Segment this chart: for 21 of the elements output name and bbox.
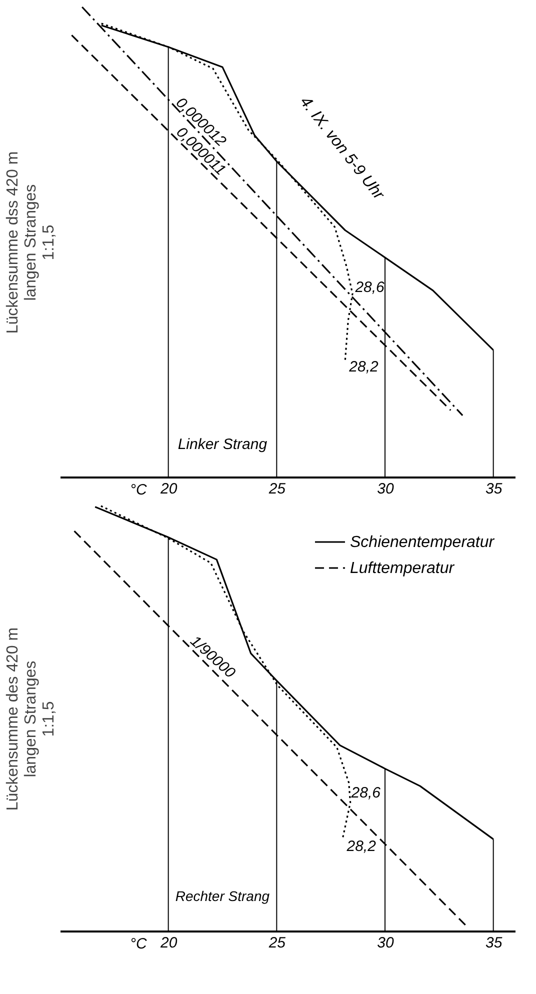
annotation: 28,6 <box>350 784 382 802</box>
annotation: 28,6 <box>354 279 386 296</box>
x-axis-title: °C <box>130 482 147 498</box>
x-tick-label: 20 <box>159 480 178 498</box>
x-tick-label: 25 <box>268 934 286 952</box>
annotation: Rechter Strang <box>175 888 270 904</box>
x-tick-label: 35 <box>485 480 503 498</box>
x-tick-label: 20 <box>159 934 178 952</box>
legend-label: Schienentemperatur <box>350 534 495 551</box>
x-tick-label: 30 <box>377 934 394 952</box>
legend-label: Lufttemperatur <box>350 560 455 577</box>
annotation: 4. IX. von 5-9 Uhr <box>296 94 388 204</box>
annotation: 28,2 <box>346 838 377 855</box>
x-tick-label: 35 <box>485 934 503 952</box>
y-axis-title: Lückensumme des 420 m langen Stranges 1:1,5 <box>4 627 58 811</box>
annotation: Linker Strang <box>178 436 268 454</box>
x-tick-label: 25 <box>268 480 286 498</box>
y-axis-title: Lückensumme dss 420 m langen Stranges 1:1,5 <box>4 151 58 334</box>
x-axis-title: °C <box>130 936 147 952</box>
x-tick-label: 30 <box>377 480 394 498</box>
annotation: 28,2 <box>348 358 379 376</box>
